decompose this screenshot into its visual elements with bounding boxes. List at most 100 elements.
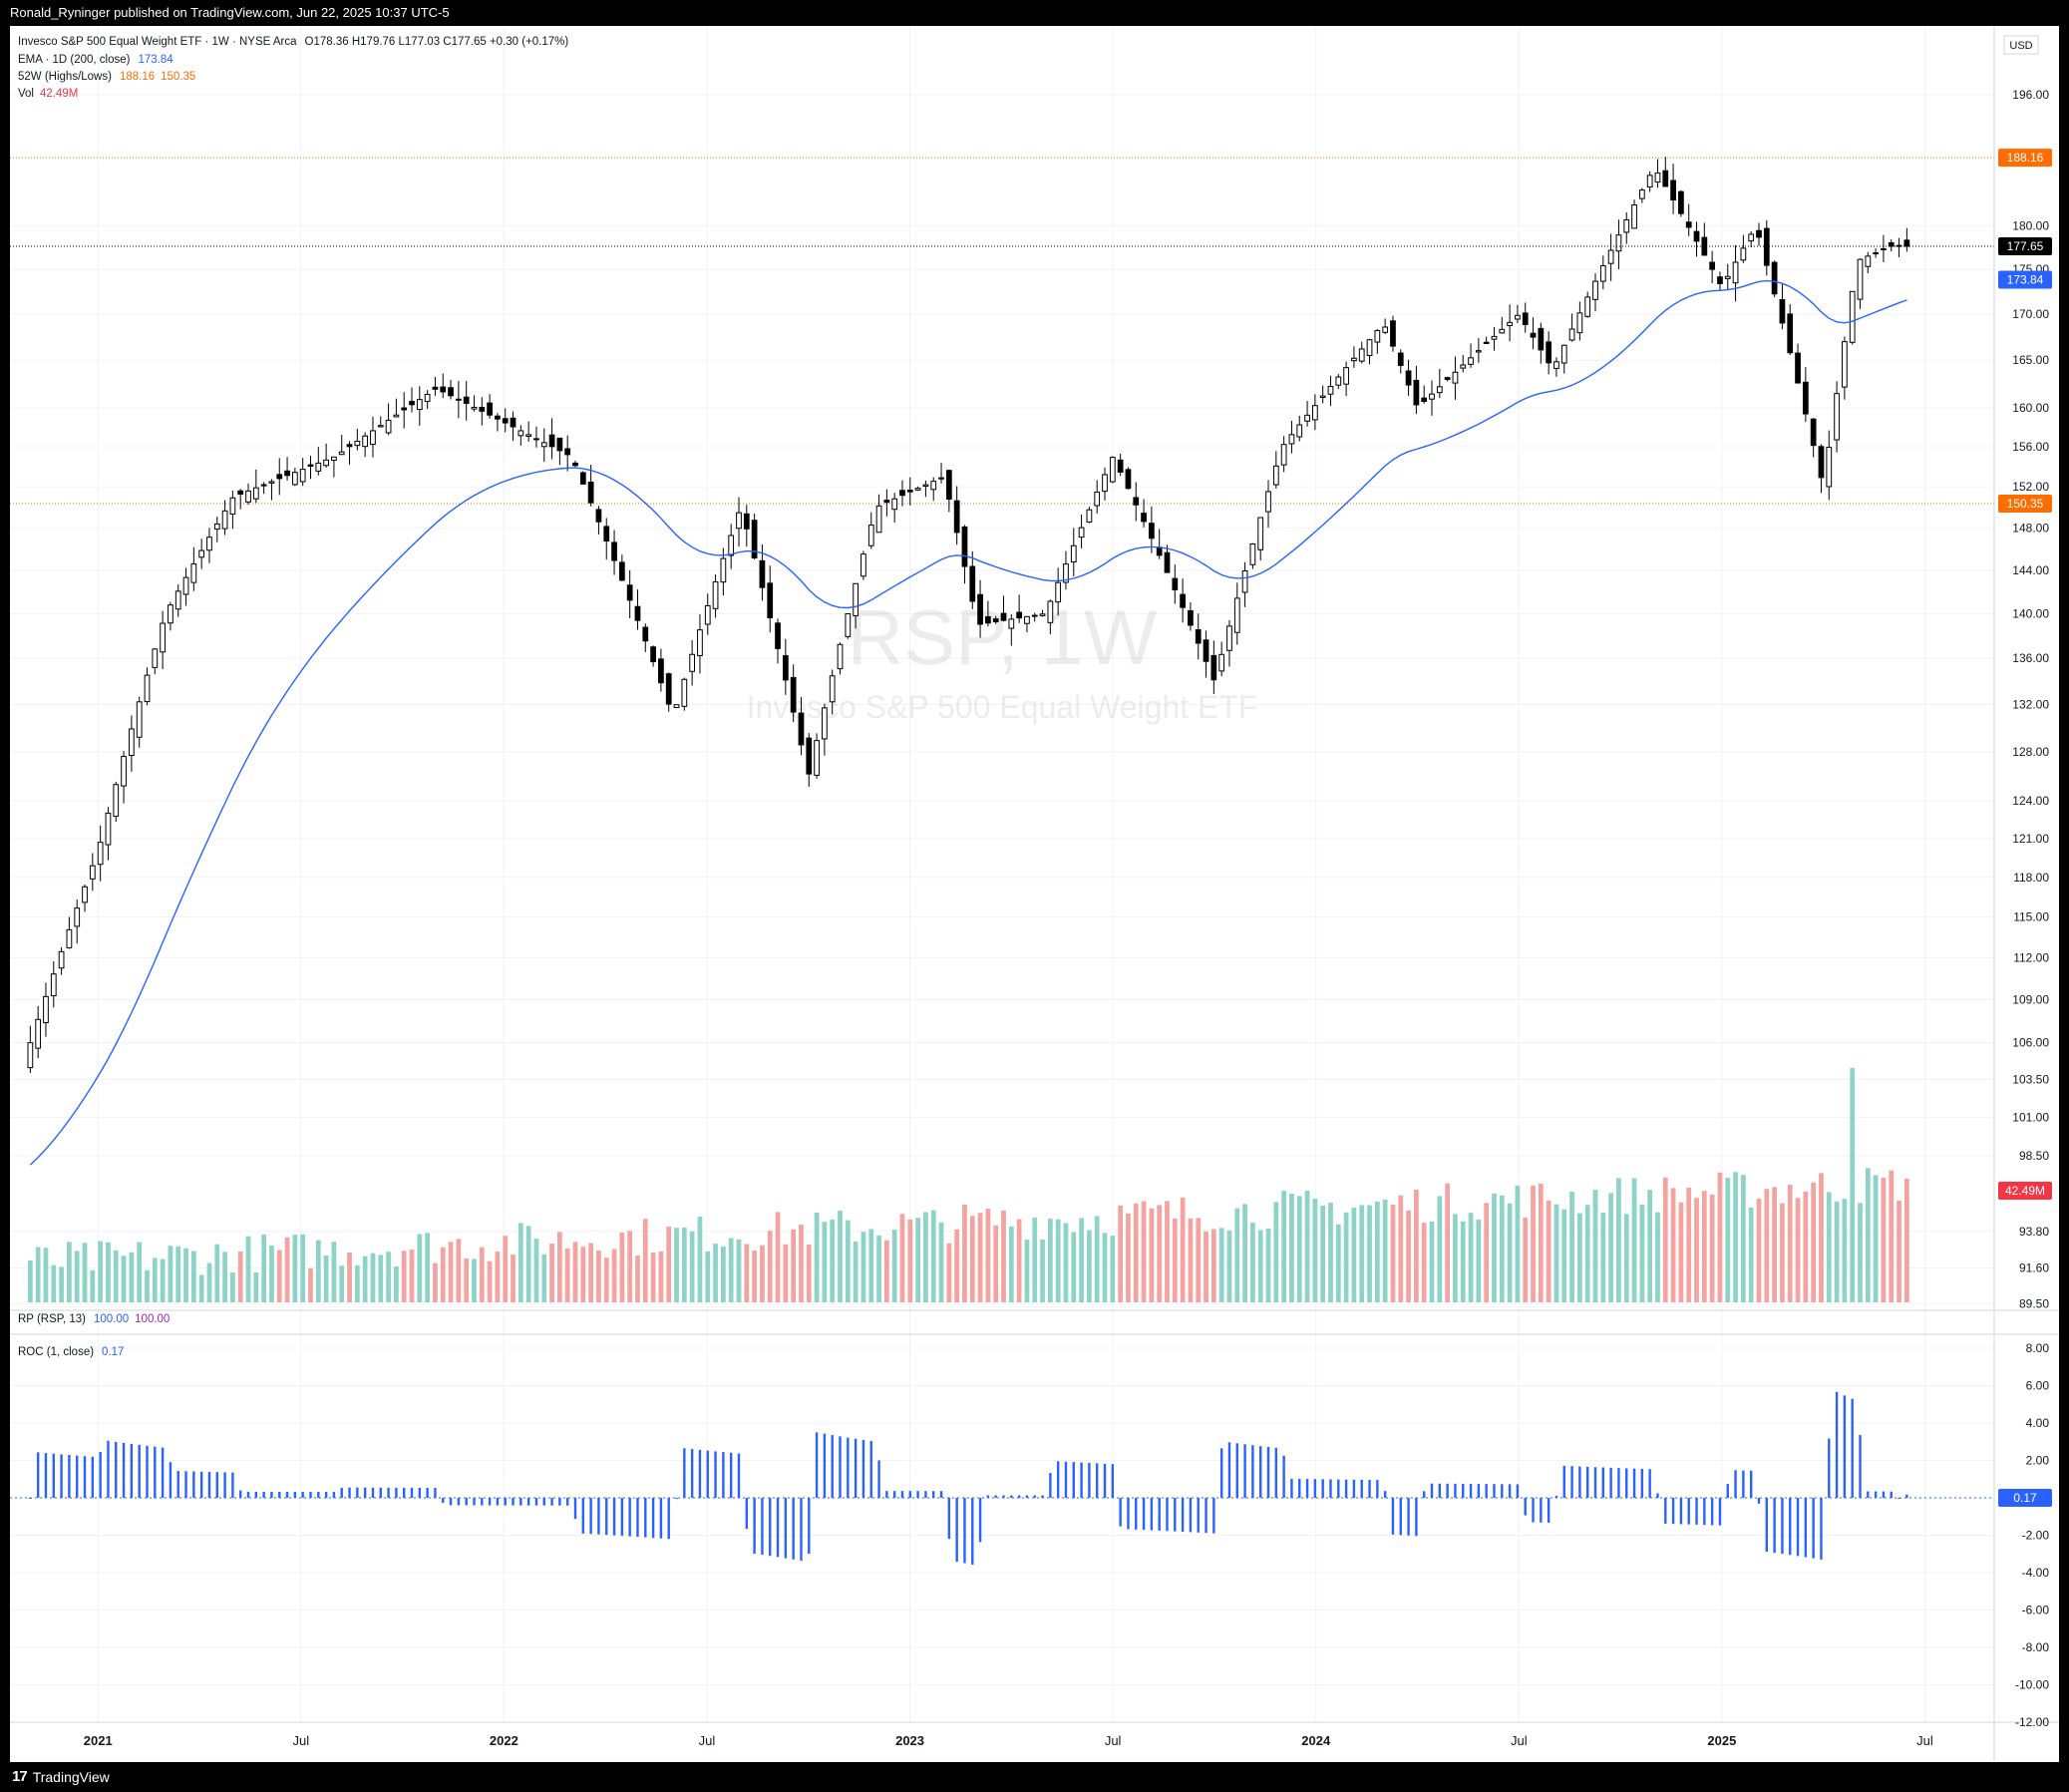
volume-bar [106, 1242, 111, 1302]
candle-body [1226, 625, 1232, 651]
roc-bar [301, 1492, 304, 1498]
volume-bar [222, 1252, 227, 1302]
candle-body [1358, 348, 1365, 362]
volume-bar [51, 1264, 57, 1302]
price-tick-label: 156.00 [2012, 440, 2049, 454]
roc-bar [869, 1441, 872, 1498]
candle-body [1366, 339, 1373, 356]
volume-bar [822, 1222, 828, 1302]
candle-body [1599, 264, 1606, 282]
candle-body [160, 622, 166, 653]
volume-bar [891, 1230, 897, 1302]
volume-bar [611, 1249, 617, 1302]
volume-bar [1631, 1178, 1637, 1302]
roc-bar [442, 1498, 445, 1504]
candle-body [1249, 543, 1256, 565]
roc-bar [1757, 1498, 1761, 1504]
roc-bar [356, 1487, 359, 1498]
legend: Invesco S&P 500 Equal Weight ETF · 1W · … [18, 36, 568, 1358]
volume-bar [245, 1236, 251, 1302]
badge-52w-high: 188.16 [1998, 149, 2052, 168]
roc-bar [1407, 1498, 1410, 1536]
badge-52w-high-text: 188.16 [2007, 151, 2044, 165]
roc-bar [83, 1456, 87, 1498]
volume-bar [495, 1252, 501, 1302]
volume-bar [1157, 1205, 1163, 1302]
legend-volume[interactable]: Vol 42.49M [18, 88, 78, 100]
volume-bar [1008, 1226, 1014, 1302]
roc-bar [1150, 1498, 1154, 1531]
candle-body [1560, 344, 1567, 364]
volume-bar [969, 1216, 975, 1302]
volume-bar [67, 1242, 72, 1302]
tradingview-logo[interactable]: 17 TradingView [12, 1762, 110, 1792]
roc-bar [348, 1487, 351, 1498]
volume-bar [1304, 1190, 1310, 1302]
volume-bar [962, 1204, 967, 1302]
roc-bar [1516, 1484, 1520, 1498]
candle-body [1654, 173, 1661, 183]
roc-bar [192, 1471, 195, 1498]
roc-bar [418, 1487, 422, 1498]
volume-bar [1188, 1218, 1194, 1302]
candle-body [1607, 249, 1614, 264]
candle-body [1802, 381, 1809, 415]
candle-body [502, 418, 509, 424]
volume-bar [1623, 1214, 1629, 1302]
tradingview-brand: TradingView [32, 1769, 110, 1785]
roc-bar [1352, 1479, 1356, 1498]
candle-body [603, 526, 610, 542]
legend-roc[interactable]: ROC (1, close) 0.17 [18, 1346, 124, 1358]
roc-bar [605, 1498, 608, 1536]
roc-bar [1135, 1498, 1138, 1530]
volume-bar [1234, 1208, 1240, 1302]
roc-bar [690, 1449, 694, 1498]
roc-bar [1554, 1495, 1558, 1498]
candle-body [323, 459, 329, 467]
volume-bar [1257, 1230, 1263, 1302]
badge-volume: 42.49M [1998, 1182, 2052, 1200]
volume-bar [1335, 1224, 1341, 1302]
candle-body [1149, 523, 1155, 539]
price-tick-label: 93.80 [2019, 1225, 2049, 1239]
candle-body [883, 500, 890, 504]
volume-bar [448, 1242, 454, 1302]
currency-label[interactable]: USD [2009, 40, 2032, 52]
candle-body [168, 604, 173, 624]
legend-52w[interactable]: 52W (Highs/Lows) 188.16 150.35 [18, 71, 195, 83]
volume-bar [1897, 1200, 1901, 1302]
roc-bar [231, 1472, 234, 1498]
volume-bar [1429, 1221, 1435, 1302]
candle-body [1515, 314, 1521, 320]
candle-body [1546, 341, 1552, 364]
roc-bar [1485, 1484, 1488, 1498]
candle-body [1304, 414, 1310, 422]
candle-body [611, 541, 617, 561]
volume-bar [806, 1244, 812, 1302]
volume-bar [533, 1239, 539, 1302]
volume-bar [1024, 1240, 1030, 1302]
roc-bar [939, 1491, 943, 1498]
chart-canvas[interactable]: RSP, 1W Invesco S&P 500 Equal Weight ETF… [10, 26, 2059, 1762]
roc-bar [1119, 1498, 1122, 1527]
roc-bar [1415, 1498, 1418, 1537]
roc-bar [161, 1447, 165, 1498]
roc-bar [1111, 1464, 1115, 1498]
roc-tick-label: 2.00 [2026, 1454, 2050, 1468]
legend-rp[interactable]: RP (RSP, 13) 100.00 100.00 [18, 1313, 170, 1325]
candle-body [299, 469, 306, 483]
candle-body [354, 441, 361, 447]
volume-bar [1172, 1218, 1178, 1302]
legend-ema[interactable]: EMA · 1D (200, close) 173.84 [18, 54, 173, 66]
candle-body [401, 407, 408, 411]
time-tick-label: 2023 [895, 1733, 924, 1748]
candle-body [1094, 491, 1101, 507]
candle-body [174, 590, 181, 610]
roc-bar [581, 1498, 585, 1534]
candle-body [1063, 563, 1069, 583]
candle-body [681, 678, 688, 707]
legend-symbol[interactable]: Invesco S&P 500 Equal Weight ETF · 1W · … [18, 36, 568, 48]
roc-bar [963, 1498, 966, 1564]
price-tick-label: 140.00 [2012, 606, 2049, 620]
roc-bar [410, 1487, 414, 1498]
